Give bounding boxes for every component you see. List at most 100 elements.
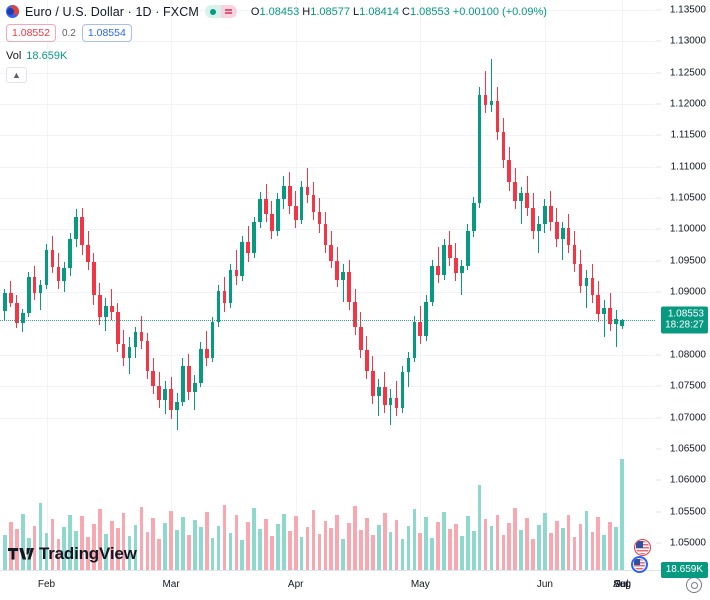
candle-body-down	[14, 303, 19, 323]
candle-body-up	[228, 270, 233, 304]
volume-bar-down	[370, 534, 375, 570]
volume-bar-up	[400, 539, 405, 570]
candle-body-down	[293, 205, 298, 221]
candle-wick	[437, 247, 439, 283]
candle-body-down	[32, 276, 37, 293]
volume-bar-down	[139, 507, 144, 570]
candle-wick	[603, 299, 605, 338]
candle-body-down	[566, 228, 571, 246]
volume-bar-down	[483, 519, 488, 570]
candle-body-down	[9, 293, 13, 304]
tradingview-mark-icon	[8, 547, 34, 560]
volume-bar-up	[560, 528, 565, 570]
volume-bar-up	[614, 527, 618, 570]
price-axis[interactable]: 1.08553 18:28:27 18.659K 1.13500 1.13000 1…	[655, 0, 710, 578]
price-axis-tickmark	[656, 72, 661, 74]
gridline-vertical	[420, 0, 422, 445]
candle-body-up	[26, 276, 31, 314]
candle-body-down	[115, 312, 120, 344]
gridline-vertical	[171, 0, 173, 445]
candle-body-down	[382, 387, 387, 406]
volume-bar-down	[495, 514, 500, 570]
candle-body-up	[376, 387, 381, 396]
volume-pane[interactable]	[0, 445, 655, 570]
price-axis-tickmark	[656, 448, 661, 450]
candle-body-down	[317, 211, 322, 225]
ask-price-button[interactable]: 1.08554	[81, 24, 132, 42]
candle-wick	[176, 392, 178, 431]
volume-bar-up	[376, 524, 381, 570]
collapse-pane-button[interactable]: ▲	[6, 67, 27, 83]
candle-body-up	[459, 265, 464, 274]
candle-body-up	[400, 372, 405, 409]
volume-bar-down	[513, 508, 518, 570]
us-flag-icon-selected[interactable]	[631, 556, 648, 573]
ask-value: 1.08554	[87, 27, 126, 39]
candle-body-down	[109, 305, 114, 313]
chevron-up-icon: ▲	[12, 69, 21, 80]
volume-bar-down	[448, 529, 452, 570]
gridline-vertical	[171, 445, 173, 570]
candle-body-down	[92, 262, 96, 296]
candle-wick	[194, 374, 196, 411]
candle-body-up	[20, 313, 25, 323]
time-axis[interactable]: Feb Mar Apr May Jun Jul Aug Sep	[0, 570, 710, 600]
volume-bar-down	[394, 520, 399, 570]
reset-chart-icon[interactable]	[686, 577, 702, 593]
volume-bar-up	[175, 530, 179, 570]
candle-body-down	[323, 224, 328, 246]
volume-bar-down	[554, 520, 559, 570]
volume-bar-up	[281, 513, 286, 570]
candle-wick	[378, 378, 380, 417]
candle-body-down	[270, 213, 274, 231]
candle-body-down	[347, 272, 351, 302]
candle-body-up	[424, 301, 429, 337]
gridline-horizontal	[0, 229, 655, 231]
current-price-value: 1.08553	[667, 308, 704, 320]
candle-body-down	[578, 263, 583, 286]
volume-bar-down	[305, 526, 310, 570]
candle-wick	[390, 389, 392, 426]
price-axis-tick: 1.07500	[669, 380, 706, 392]
candle-wick	[111, 289, 113, 321]
price-axis-tick: 1.11000	[670, 161, 706, 173]
candle-body-up	[519, 193, 523, 202]
gridline-horizontal	[0, 72, 655, 74]
volume-bar-down	[187, 534, 191, 570]
candle-body-up	[192, 383, 197, 393]
volume-bar-up	[240, 540, 245, 570]
candle-wick	[538, 215, 540, 254]
quote-row: 1.08552 0.2 1.08554	[6, 24, 547, 42]
candle-body-down	[157, 386, 162, 401]
gridline-vertical	[295, 0, 297, 445]
volume-bar-down	[548, 533, 553, 570]
volume-bar-down	[9, 521, 13, 570]
bid-price-button[interactable]: 1.08552	[6, 24, 56, 42]
candle-body-down	[590, 278, 595, 296]
volume-bar-down	[80, 516, 84, 570]
candle-body-up	[68, 238, 73, 269]
candle-body-down	[311, 194, 316, 212]
volume-bar-down	[32, 525, 37, 570]
candle-body-down	[454, 257, 458, 274]
candle-body-up	[252, 221, 256, 254]
candle-wick	[342, 263, 344, 302]
candle-body-up	[560, 228, 565, 239]
price-axis-tickmark	[656, 166, 661, 168]
volume-bar-down	[436, 521, 440, 570]
candle-body-up	[74, 216, 78, 239]
us-flag-icon[interactable]	[634, 539, 651, 556]
gridline-horizontal	[0, 354, 655, 356]
volume-bar-down	[329, 528, 334, 570]
candle-body-up	[430, 265, 434, 302]
price-axis-tickmark	[656, 40, 661, 42]
candle-body-down	[365, 349, 369, 371]
candle-body-up	[38, 284, 43, 293]
volume-bar-down	[578, 523, 583, 570]
candle-body-up	[198, 348, 203, 384]
candle-body-up	[240, 242, 245, 277]
flag-stripes	[634, 559, 645, 570]
candle-body-down	[448, 245, 452, 258]
volume-bar-down	[317, 533, 322, 570]
price-pane[interactable]	[0, 0, 655, 445]
